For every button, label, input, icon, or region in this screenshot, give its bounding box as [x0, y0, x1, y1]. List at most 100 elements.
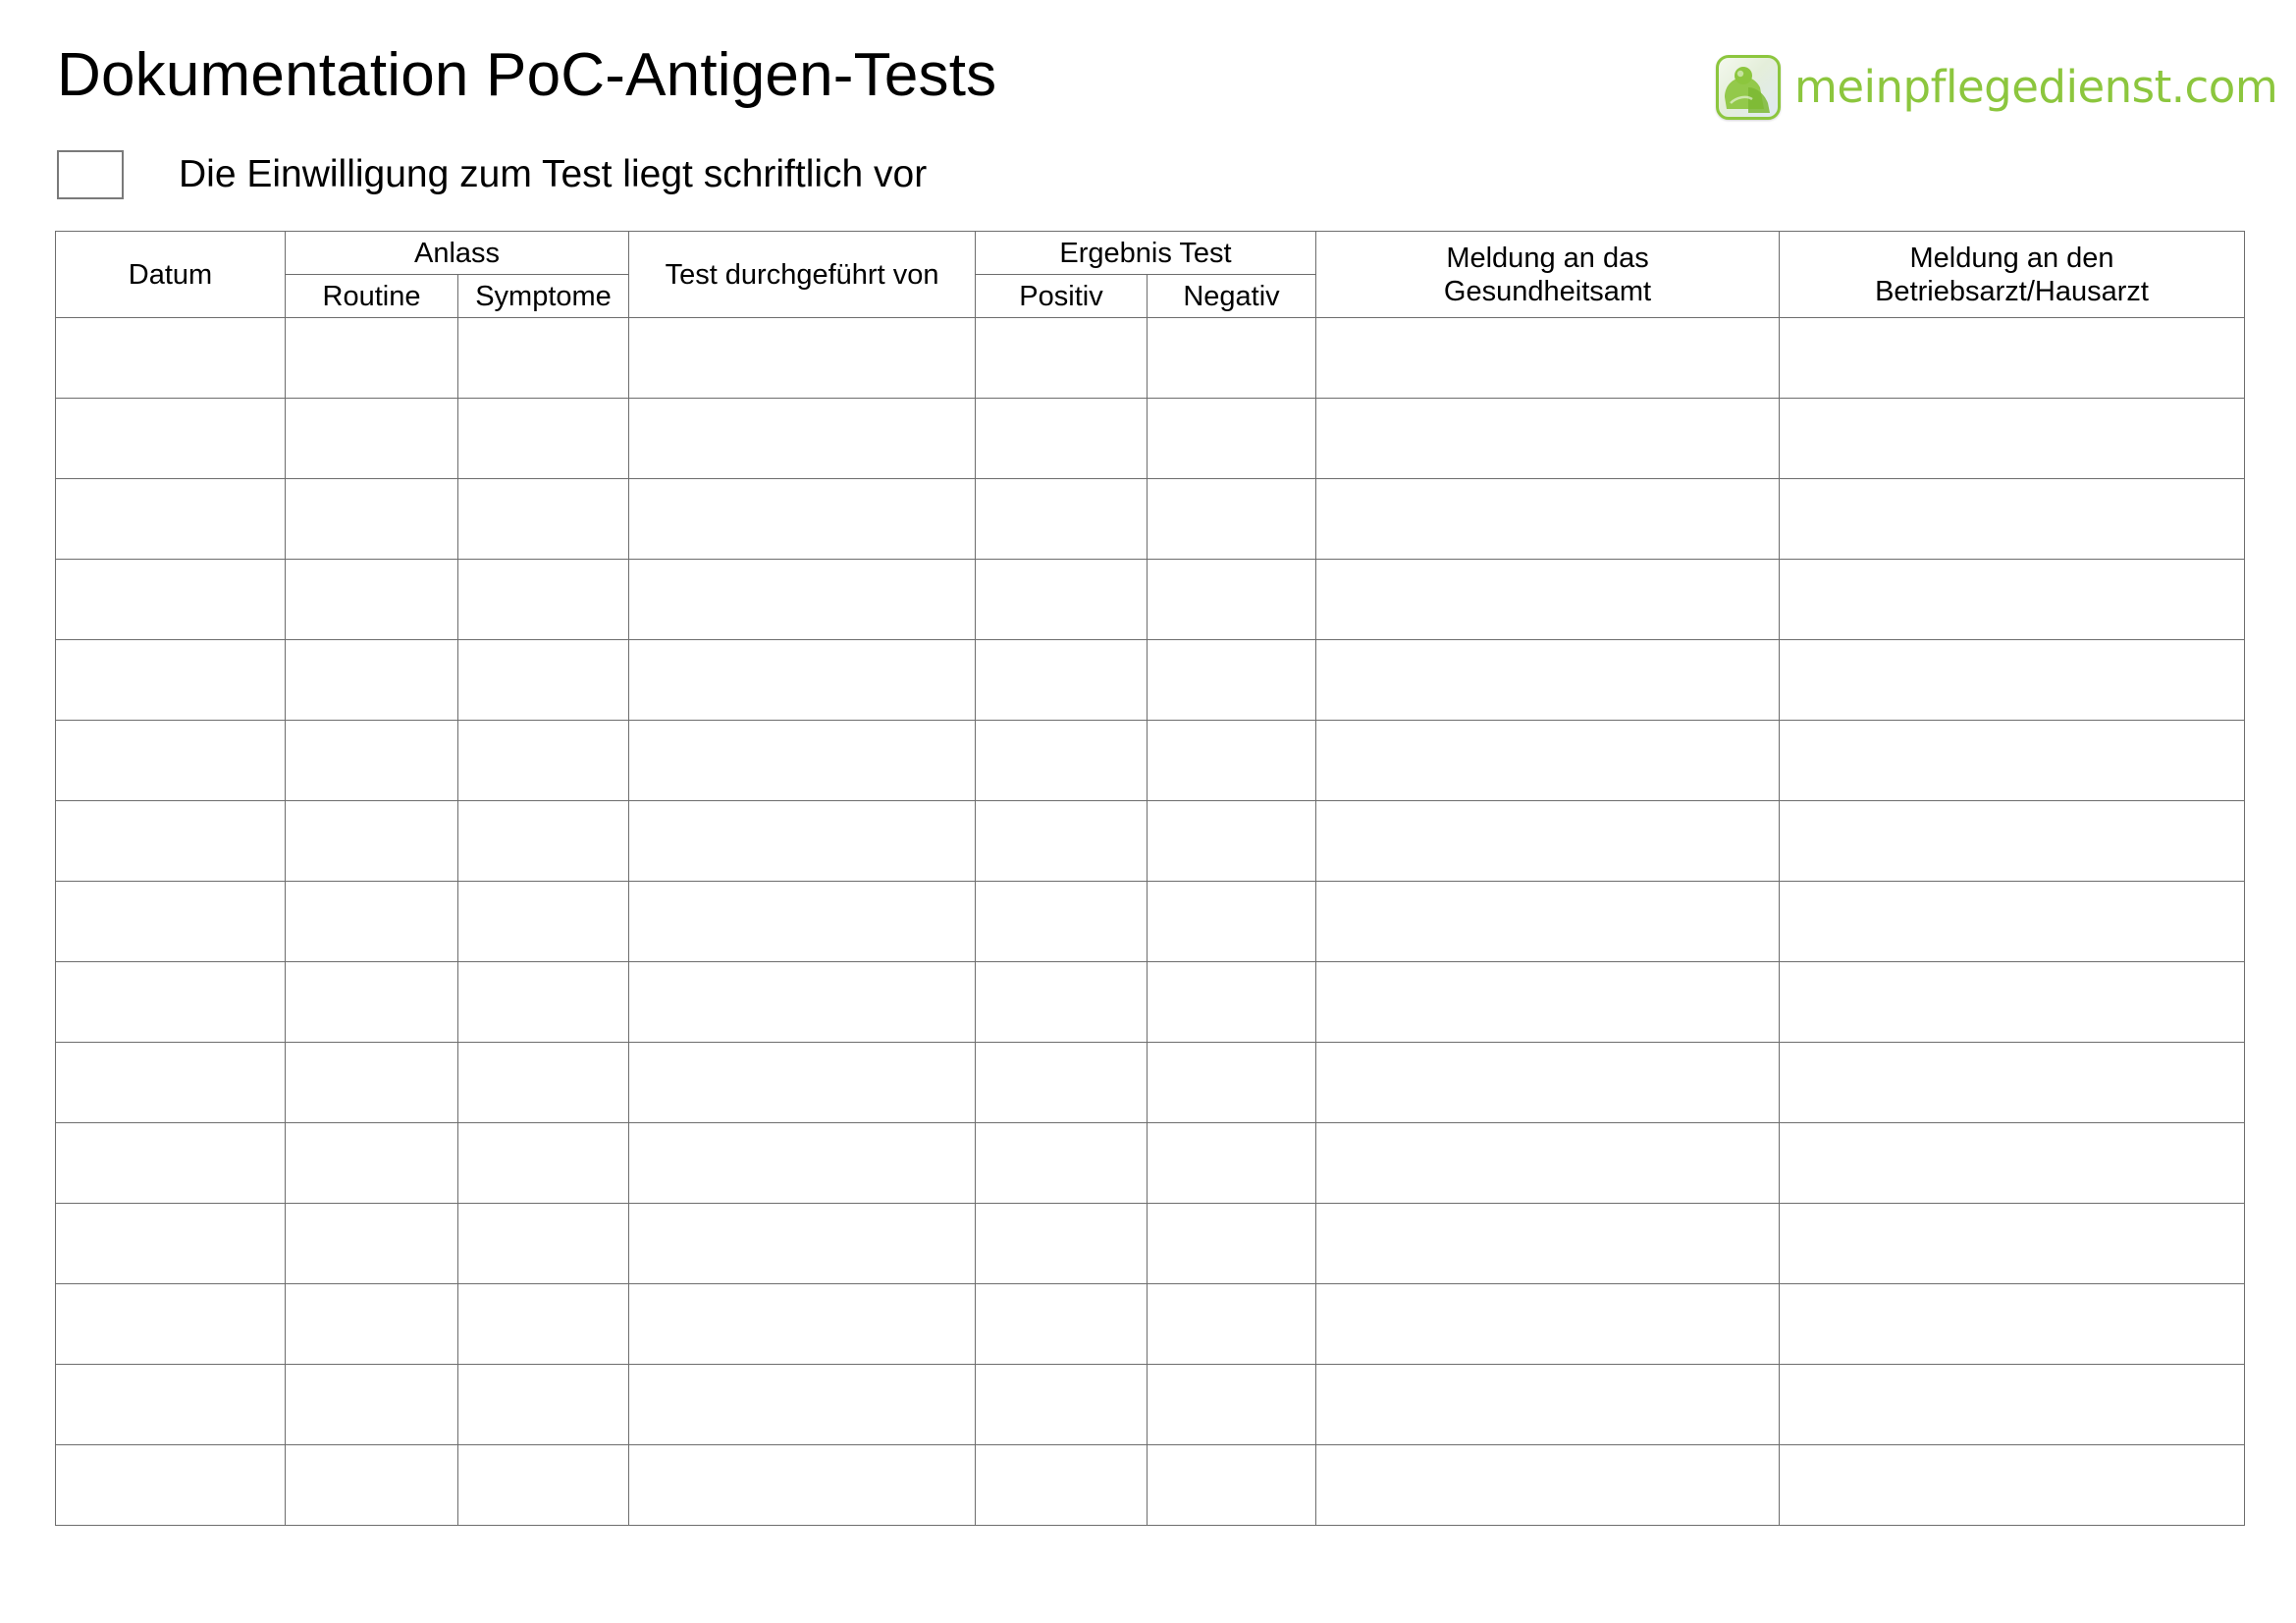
cell-symptome[interactable] — [456, 1203, 630, 1284]
cell-routine[interactable] — [285, 720, 458, 801]
cell-durchgefuehrt[interactable] — [628, 1364, 977, 1445]
cell-datum[interactable] — [55, 800, 286, 882]
cell-gesundheitsamt[interactable] — [1315, 961, 1781, 1043]
cell-routine[interactable] — [285, 398, 458, 479]
cell-gesundheitsamt[interactable] — [1315, 1042, 1781, 1123]
cell-durchgefuehrt[interactable] — [628, 800, 977, 882]
cell-positiv[interactable] — [975, 1444, 1148, 1526]
cell-symptome[interactable] — [456, 398, 630, 479]
cell-positiv[interactable] — [975, 800, 1148, 882]
cell-betriebsarzt[interactable] — [1779, 1203, 2246, 1284]
cell-positiv[interactable] — [975, 1042, 1148, 1123]
cell-symptome[interactable] — [456, 478, 630, 560]
cell-negativ[interactable] — [1147, 1042, 1317, 1123]
cell-positiv[interactable] — [975, 881, 1148, 962]
cell-durchgefuehrt[interactable] — [628, 881, 977, 962]
cell-routine[interactable] — [285, 1122, 458, 1204]
cell-betriebsarzt[interactable] — [1779, 1042, 2246, 1123]
cell-durchgefuehrt[interactable] — [628, 559, 977, 640]
cell-datum[interactable] — [55, 639, 286, 721]
cell-positiv[interactable] — [975, 478, 1148, 560]
cell-gesundheitsamt[interactable] — [1315, 1364, 1781, 1445]
cell-negativ[interactable] — [1147, 1122, 1317, 1204]
cell-routine[interactable] — [285, 881, 458, 962]
cell-gesundheitsamt[interactable] — [1315, 1203, 1781, 1284]
cell-datum[interactable] — [55, 1444, 286, 1526]
cell-routine[interactable] — [285, 317, 458, 399]
cell-betriebsarzt[interactable] — [1779, 317, 2246, 399]
cell-routine[interactable] — [285, 1364, 458, 1445]
cell-durchgefuehrt[interactable] — [628, 1042, 977, 1123]
cell-datum[interactable] — [55, 1203, 286, 1284]
cell-datum[interactable] — [55, 881, 286, 962]
cell-symptome[interactable] — [456, 559, 630, 640]
cell-betriebsarzt[interactable] — [1779, 720, 2246, 801]
cell-betriebsarzt[interactable] — [1779, 559, 2246, 640]
cell-durchgefuehrt[interactable] — [628, 1203, 977, 1284]
cell-betriebsarzt[interactable] — [1779, 1283, 2246, 1365]
cell-datum[interactable] — [55, 1364, 286, 1445]
cell-gesundheitsamt[interactable] — [1315, 639, 1781, 721]
cell-symptome[interactable] — [456, 800, 630, 882]
cell-negativ[interactable] — [1147, 398, 1317, 479]
cell-negativ[interactable] — [1147, 1444, 1317, 1526]
cell-symptome[interactable] — [456, 881, 630, 962]
cell-datum[interactable] — [55, 478, 286, 560]
cell-routine[interactable] — [285, 1444, 458, 1526]
cell-betriebsarzt[interactable] — [1779, 1444, 2246, 1526]
cell-gesundheitsamt[interactable] — [1315, 398, 1781, 479]
cell-durchgefuehrt[interactable] — [628, 639, 977, 721]
cell-gesundheitsamt[interactable] — [1315, 881, 1781, 962]
cell-gesundheitsamt[interactable] — [1315, 1122, 1781, 1204]
cell-negativ[interactable] — [1147, 720, 1317, 801]
cell-routine[interactable] — [285, 478, 458, 560]
cell-gesundheitsamt[interactable] — [1315, 478, 1781, 560]
cell-durchgefuehrt[interactable] — [628, 478, 977, 560]
cell-durchgefuehrt[interactable] — [628, 1283, 977, 1365]
consent-checkbox[interactable] — [57, 150, 124, 199]
cell-routine[interactable] — [285, 1283, 458, 1365]
cell-gesundheitsamt[interactable] — [1315, 800, 1781, 882]
cell-durchgefuehrt[interactable] — [628, 317, 977, 399]
cell-durchgefuehrt[interactable] — [628, 961, 977, 1043]
cell-datum[interactable] — [55, 720, 286, 801]
cell-negativ[interactable] — [1147, 881, 1317, 962]
cell-positiv[interactable] — [975, 1283, 1148, 1365]
cell-symptome[interactable] — [456, 961, 630, 1043]
cell-positiv[interactable] — [975, 639, 1148, 721]
cell-positiv[interactable] — [975, 1203, 1148, 1284]
cell-routine[interactable] — [285, 961, 458, 1043]
cell-betriebsarzt[interactable] — [1779, 881, 2246, 962]
cell-gesundheitsamt[interactable] — [1315, 559, 1781, 640]
cell-symptome[interactable] — [456, 720, 630, 801]
cell-routine[interactable] — [285, 1203, 458, 1284]
cell-symptome[interactable] — [456, 317, 630, 399]
cell-gesundheitsamt[interactable] — [1315, 1444, 1781, 1526]
cell-positiv[interactable] — [975, 398, 1148, 479]
cell-negativ[interactable] — [1147, 1203, 1317, 1284]
cell-datum[interactable] — [55, 1283, 286, 1365]
cell-negativ[interactable] — [1147, 317, 1317, 399]
cell-durchgefuehrt[interactable] — [628, 1444, 977, 1526]
cell-durchgefuehrt[interactable] — [628, 720, 977, 801]
cell-betriebsarzt[interactable] — [1779, 1364, 2246, 1445]
cell-gesundheitsamt[interactable] — [1315, 317, 1781, 399]
cell-negativ[interactable] — [1147, 1283, 1317, 1365]
cell-betriebsarzt[interactable] — [1779, 1122, 2246, 1204]
cell-betriebsarzt[interactable] — [1779, 639, 2246, 721]
cell-datum[interactable] — [55, 1122, 286, 1204]
cell-symptome[interactable] — [456, 639, 630, 721]
cell-routine[interactable] — [285, 1042, 458, 1123]
cell-datum[interactable] — [55, 317, 286, 399]
cell-routine[interactable] — [285, 639, 458, 721]
cell-symptome[interactable] — [456, 1122, 630, 1204]
cell-positiv[interactable] — [975, 720, 1148, 801]
cell-negativ[interactable] — [1147, 961, 1317, 1043]
cell-positiv[interactable] — [975, 1122, 1148, 1204]
cell-datum[interactable] — [55, 961, 286, 1043]
cell-negativ[interactable] — [1147, 1364, 1317, 1445]
cell-gesundheitsamt[interactable] — [1315, 1283, 1781, 1365]
cell-gesundheitsamt[interactable] — [1315, 720, 1781, 801]
cell-datum[interactable] — [55, 559, 286, 640]
cell-datum[interactable] — [55, 1042, 286, 1123]
